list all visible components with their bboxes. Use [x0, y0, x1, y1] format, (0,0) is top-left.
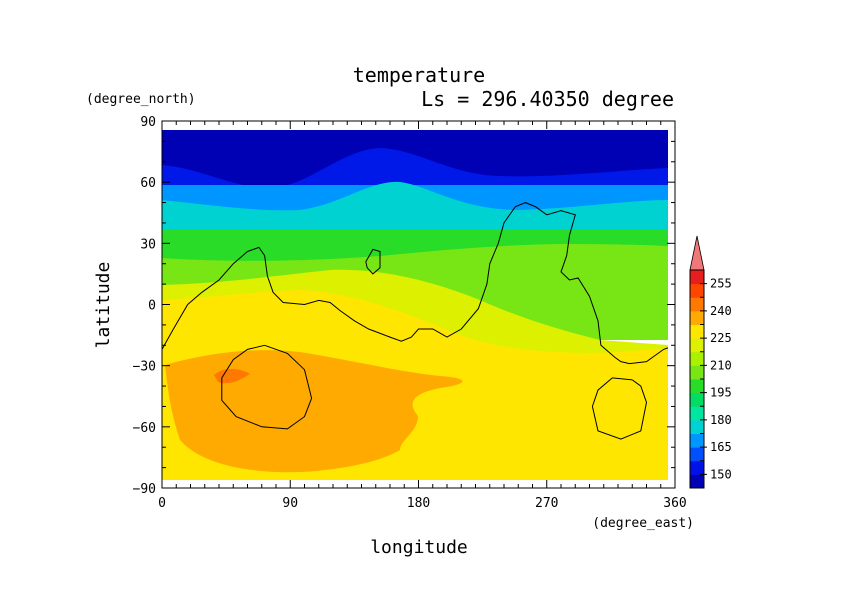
y-tick-label: −90 [133, 482, 156, 497]
y-tick-label: −30 [133, 360, 156, 375]
temperature-field [162, 130, 668, 480]
y-tick-label: 60 [140, 176, 156, 191]
colorbar-segment [690, 406, 704, 421]
contour-line-c1 [162, 202, 668, 365]
chart-title: temperature [353, 63, 485, 87]
colorbar-segment [690, 365, 704, 380]
colorbar-segment [690, 351, 704, 366]
colorbar-level-label: 195 [710, 386, 732, 400]
colorbar-segment [690, 297, 704, 312]
colorbar-level-label: 165 [710, 440, 732, 454]
x-tick-label: 270 [535, 496, 558, 511]
colorbar-level-label: 180 [710, 413, 732, 427]
colorbar-segment [690, 338, 704, 353]
x-axis-label: longitude [370, 537, 468, 558]
colorbar-segment [690, 392, 704, 407]
colorbar-segment [690, 270, 704, 285]
colorbar-max-arrow [689, 235, 705, 271]
colorbar-level-label: 255 [710, 277, 732, 291]
band-red-orange [214, 368, 250, 384]
colorbar-segment [690, 310, 704, 325]
y-tick-label: 30 [140, 237, 156, 252]
colorbar-segment [690, 433, 704, 448]
y-tick-label: −60 [133, 421, 156, 436]
y-unit-label: (degree_north) [86, 92, 196, 107]
colorbar-level-label: 210 [710, 358, 732, 372]
band-cyan [162, 181, 668, 240]
chart-subtitle: Ls = 296.40350 degree [421, 87, 674, 111]
colorbar-segment [690, 324, 704, 339]
colorbar-segment [690, 379, 704, 394]
colorbar-level-label: 225 [710, 331, 732, 345]
colorbar-segment [690, 460, 704, 475]
band-deep-blue [162, 130, 668, 189]
colorbar-segment [690, 474, 704, 489]
x-tick-label: 180 [407, 496, 430, 511]
band-orange [165, 350, 463, 473]
colorbar-segment [690, 283, 704, 298]
colorbar-segment [690, 447, 704, 462]
contour-lines [162, 202, 668, 440]
x-tick-label: 360 [663, 496, 686, 511]
contour-line-c4 [591, 377, 648, 440]
axes: 0 90 180 270 360 90 60 30 0 −30 −60 −90 [133, 115, 687, 511]
colorbar-segment [690, 419, 704, 434]
y-tick-label: 0 [148, 299, 156, 314]
colorbar: 150 165 180 195 210 225 240 255 [689, 235, 732, 489]
colorbar-level-label: 240 [710, 304, 732, 318]
y-axis-label: latitude [93, 262, 114, 349]
x-unit-label: (degree_east) [592, 516, 694, 531]
contour-line-c3 [365, 248, 381, 275]
contour-line-c2 [221, 344, 313, 430]
y-tick-label: 90 [140, 115, 156, 130]
colorbar-level-label: 150 [710, 467, 732, 481]
x-tick-label: 0 [158, 496, 166, 511]
x-tick-label: 90 [282, 496, 298, 511]
